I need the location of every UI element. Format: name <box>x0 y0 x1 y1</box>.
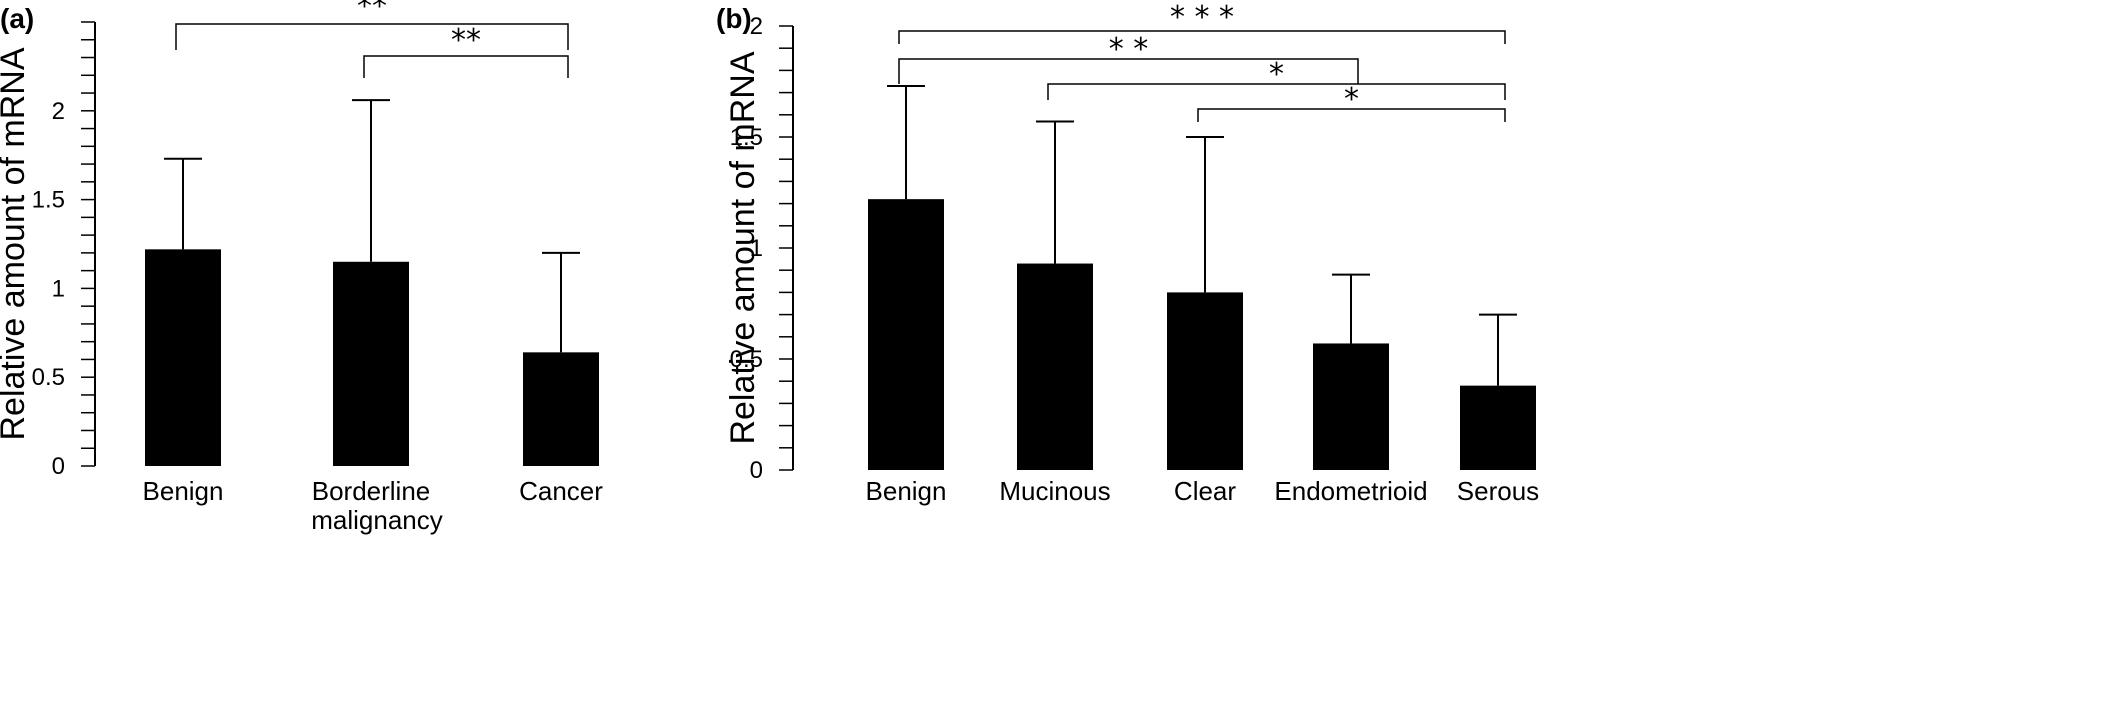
panel-b-bar <box>1460 385 1536 470</box>
panel-a-bar <box>145 249 221 466</box>
panel-b-category-label: Serous <box>1457 476 1539 506</box>
panel-a-y-tick-label: 2 <box>52 98 65 125</box>
panel-b-category-label: Benign <box>866 476 947 506</box>
panel-a-category-label: malignancy <box>311 505 443 535</box>
panel-b-significance-label: * <box>1344 82 1359 117</box>
panel-b-category-label: Clear <box>1174 476 1236 506</box>
panel-b-significance-label: * <box>1269 57 1284 92</box>
panel-b-bar <box>868 199 944 470</box>
panel-a-y-tick-label: 0.5 <box>32 364 65 391</box>
panel-a-y-axis-label: Relative amount of mRNA <box>0 47 32 440</box>
panel-b-significance-bracket <box>898 58 1359 84</box>
panel-b-y-tick-label: 0.5 <box>730 346 763 373</box>
panel-b-significance-label: * * * <box>1170 0 1234 35</box>
panel-b-y-tick-label: 1 <box>750 235 763 262</box>
panel-b-y-tick-label: 2 <box>750 13 763 40</box>
panel-b-significance-label: * * <box>1109 32 1149 67</box>
panel-a-y-tick-label: 0 <box>52 453 65 480</box>
panel-a-bar <box>333 261 409 466</box>
panel-a-y-tick-label: 1.5 <box>32 187 65 214</box>
panel-a-y-tick-label: 1 <box>52 275 65 302</box>
panel-a-significance-bracket <box>363 55 569 78</box>
panel-b-bar <box>1017 263 1093 470</box>
panel-b-bar <box>1167 292 1243 470</box>
panel-b-bar <box>1313 343 1389 470</box>
panel-a-significance-label: ** <box>451 23 481 58</box>
panel-a-category-label: Benign <box>143 476 224 506</box>
panel-a-category-label: Cancer <box>519 476 603 506</box>
panel-b-y-tick-label: 0 <box>750 457 763 484</box>
panel-b-bar-chart: (b) Relative amount of mRNA 0 0.5 1 1.5 2 Benig… <box>716 0 1539 506</box>
panel-b-panel-label: (b) <box>716 3 752 34</box>
panel-a-significance-bracket <box>175 23 569 50</box>
panel-a-significance-label: ** <box>357 0 387 24</box>
panel-b-y-axis-label: Relative amount of mRNA <box>724 51 762 444</box>
panel-a-bar <box>523 352 599 466</box>
panel-a-bar-chart: (a) Relative amount of mRNA 0 0.5 1 1.5 2 Benig… <box>0 0 603 535</box>
panel-b-category-label: Mucinous <box>999 476 1110 506</box>
panel-b-category-label: Endometrioid <box>1274 476 1427 506</box>
panel-b-significance-bracket <box>898 30 1506 44</box>
panel-a-category-label: Borderline <box>312 476 431 506</box>
panel-b-significance-bracket <box>1047 83 1506 100</box>
panel-a-panel-label: (a) <box>0 3 34 34</box>
panel-b-significance-bracket <box>1197 108 1506 122</box>
panel-b-y-tick-label: 1.5 <box>730 124 763 151</box>
